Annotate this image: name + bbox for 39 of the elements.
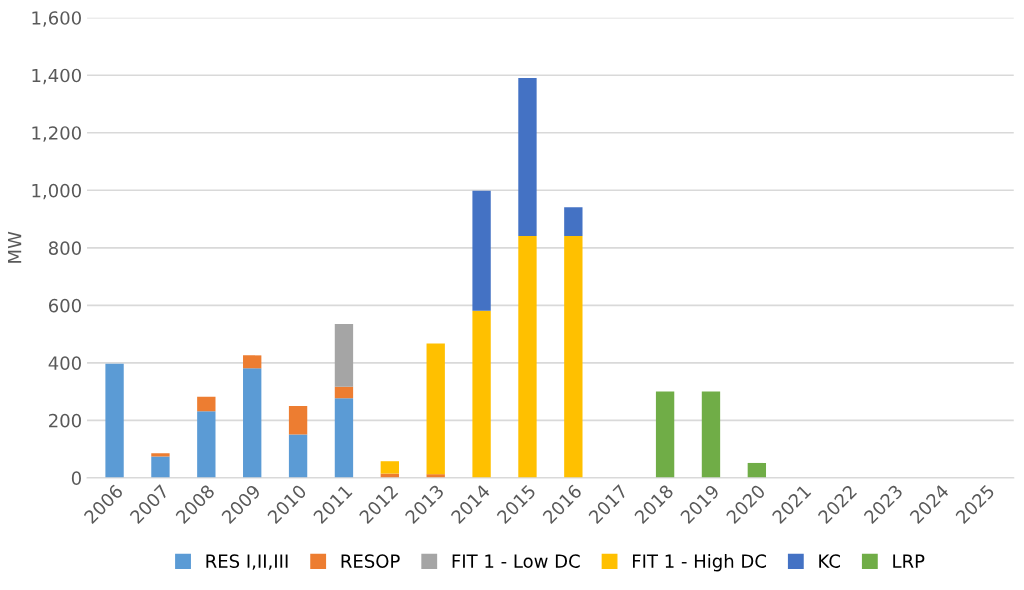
bar bbox=[151, 456, 170, 478]
y-tick-label: 1,600 bbox=[32, 11, 81, 27]
bar bbox=[334, 386, 354, 399]
legend-label: FIT 1 - Low DC bbox=[452, 554, 580, 568]
y-tick-label: 1,000 bbox=[32, 183, 81, 200]
bar bbox=[472, 310, 491, 478]
y-tick-label: 0 bbox=[71, 471, 81, 486]
legend-label: RESOP bbox=[341, 554, 400, 568]
bar bbox=[655, 391, 675, 478]
bar bbox=[243, 368, 262, 478]
y-tick-label: 1,200 bbox=[32, 126, 81, 142]
y-tick-label: 400 bbox=[48, 356, 81, 370]
y-tick-label: 1,400 bbox=[32, 68, 81, 85]
bar bbox=[334, 398, 354, 478]
bar bbox=[288, 405, 308, 435]
bar bbox=[701, 391, 721, 478]
legend-label: RES I,II,III bbox=[206, 554, 288, 570]
legend-label: LRP bbox=[893, 554, 925, 568]
bar bbox=[564, 236, 583, 478]
bar bbox=[564, 207, 583, 237]
y-tick-label: 200 bbox=[49, 413, 81, 428]
bar bbox=[472, 190, 491, 311]
bar bbox=[518, 78, 537, 237]
bar bbox=[197, 411, 216, 478]
bar bbox=[747, 462, 767, 478]
bar bbox=[518, 236, 537, 478]
bar bbox=[105, 363, 124, 478]
bar bbox=[288, 434, 308, 478]
legend-label: FIT 1 - High DC bbox=[633, 553, 766, 572]
bar bbox=[243, 355, 262, 369]
y-axis-title: MW bbox=[8, 231, 22, 263]
bar bbox=[151, 453, 170, 457]
bar bbox=[426, 343, 445, 475]
bar bbox=[380, 461, 400, 474]
y-tick-label: 600 bbox=[48, 298, 81, 313]
bar bbox=[334, 324, 354, 387]
y-tick-label: 800 bbox=[48, 241, 81, 255]
legend-label: KC bbox=[819, 554, 840, 568]
bar bbox=[197, 396, 216, 412]
